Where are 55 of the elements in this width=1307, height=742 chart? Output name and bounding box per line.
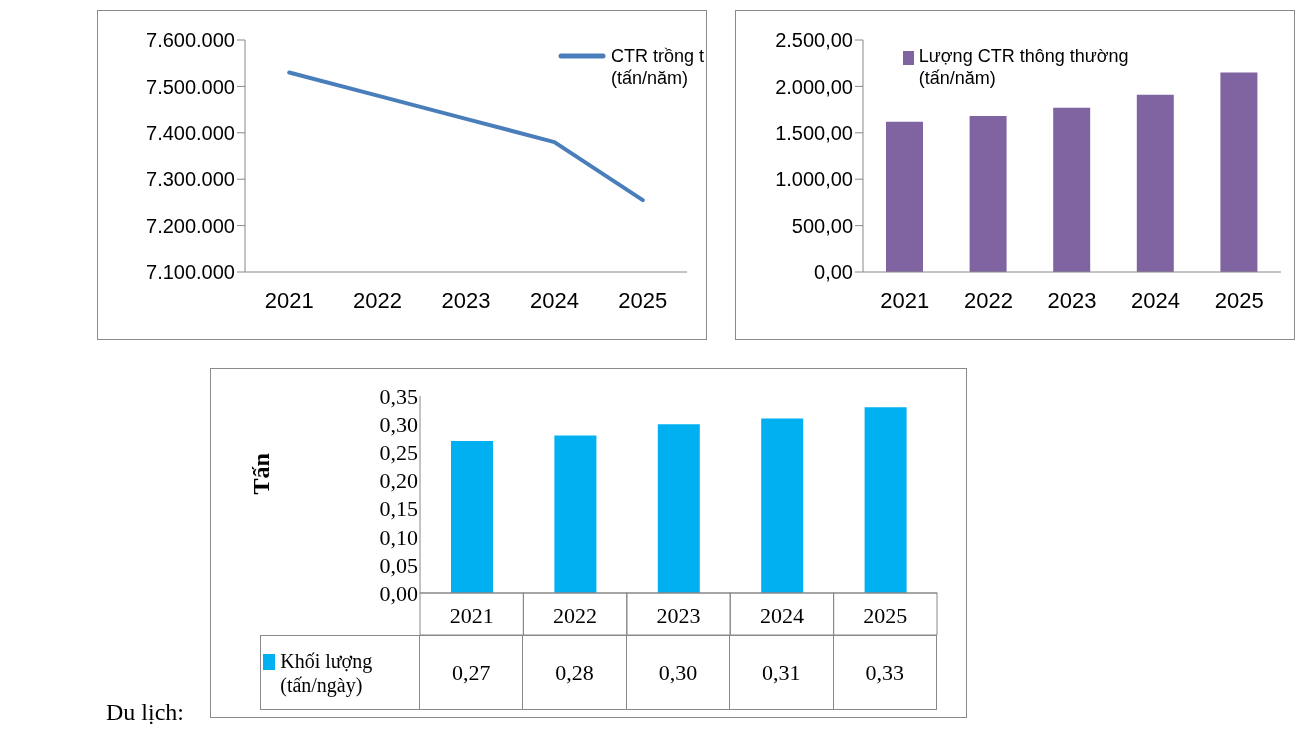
bar <box>864 407 907 593</box>
bar <box>761 418 804 593</box>
y-tick-label: 0,05 <box>379 552 418 578</box>
legend-label: Lượng CTR thông thường (tấn/năm) <box>918 46 1130 90</box>
y-tick-label: 0,15 <box>379 496 418 522</box>
y-tick-label: 7.200.000 <box>146 214 235 237</box>
bar <box>969 116 1007 272</box>
bar <box>657 424 700 593</box>
y-tick-label: 0,25 <box>379 440 418 466</box>
bar <box>451 441 493 593</box>
x-tick-label: 2025 <box>863 603 908 628</box>
y-tick-label: 2.000,00 <box>775 75 853 98</box>
y-tick-label: 0,30 <box>379 411 418 437</box>
text: Du lịch: <box>106 699 184 726</box>
y-tick-label: 0,20 <box>379 468 418 494</box>
x-tick-label: 2023 <box>1047 288 1097 313</box>
x-tick-label: 2022 <box>353 288 403 313</box>
y-tick-label: 0,35 <box>379 383 418 409</box>
x-tick-label: 2024 <box>529 288 579 313</box>
y-tick-label: 7.500.000 <box>146 75 235 98</box>
y-tick-label: 2.500,00 <box>775 29 853 52</box>
bar <box>554 435 597 593</box>
bar <box>1053 107 1091 272</box>
y-tick-label: 7.400.000 <box>146 121 235 144</box>
data-label: 0,30 <box>658 659 698 686</box>
x-tick-label: 2021 <box>264 288 314 313</box>
x-tick-label: 2024 <box>1131 288 1181 313</box>
data-label: 0,27 <box>451 659 491 686</box>
bar <box>886 121 923 272</box>
y-tick-label: 0,00 <box>814 261 853 284</box>
y-tick-label: 7.100.000 <box>146 261 235 284</box>
data-label: 0,31 <box>762 659 801 686</box>
x-tick-label: 2024 <box>759 603 804 628</box>
x-tick-label: 2021 <box>449 603 494 628</box>
y-tick-label: 7.600.000 <box>146 29 235 52</box>
y-axis-title: Tấn <box>247 453 274 495</box>
y-tick-label: 1.000,00 <box>775 168 853 191</box>
bar <box>1136 94 1174 272</box>
y-tick-label: 0,10 <box>379 524 418 550</box>
legend-label: Khối lượng (tấn/ngày) <box>280 648 374 697</box>
bar <box>1220 72 1258 272</box>
y-tick-label: 500,00 <box>791 214 853 237</box>
y-tick-label: 7.300.000 <box>146 168 235 191</box>
y-tick-label: 0,00 <box>379 580 418 606</box>
data-label: 0,28 <box>555 659 594 686</box>
x-tick-label: 2023 <box>441 288 491 313</box>
data-label: 0,33 <box>865 659 904 686</box>
x-tick-label: 2021 <box>880 288 930 313</box>
x-tick-label: 2022 <box>963 288 1013 313</box>
x-tick-label: 2023 <box>656 603 701 628</box>
y-tick-label: 1.500,00 <box>775 121 853 144</box>
x-tick-label: 2022 <box>553 603 598 628</box>
legend-label: CTR trồng t (tấn/năm) <box>611 46 706 90</box>
x-tick-label: 2025 <box>1214 288 1264 313</box>
x-tick-label: 2025 <box>618 288 668 313</box>
